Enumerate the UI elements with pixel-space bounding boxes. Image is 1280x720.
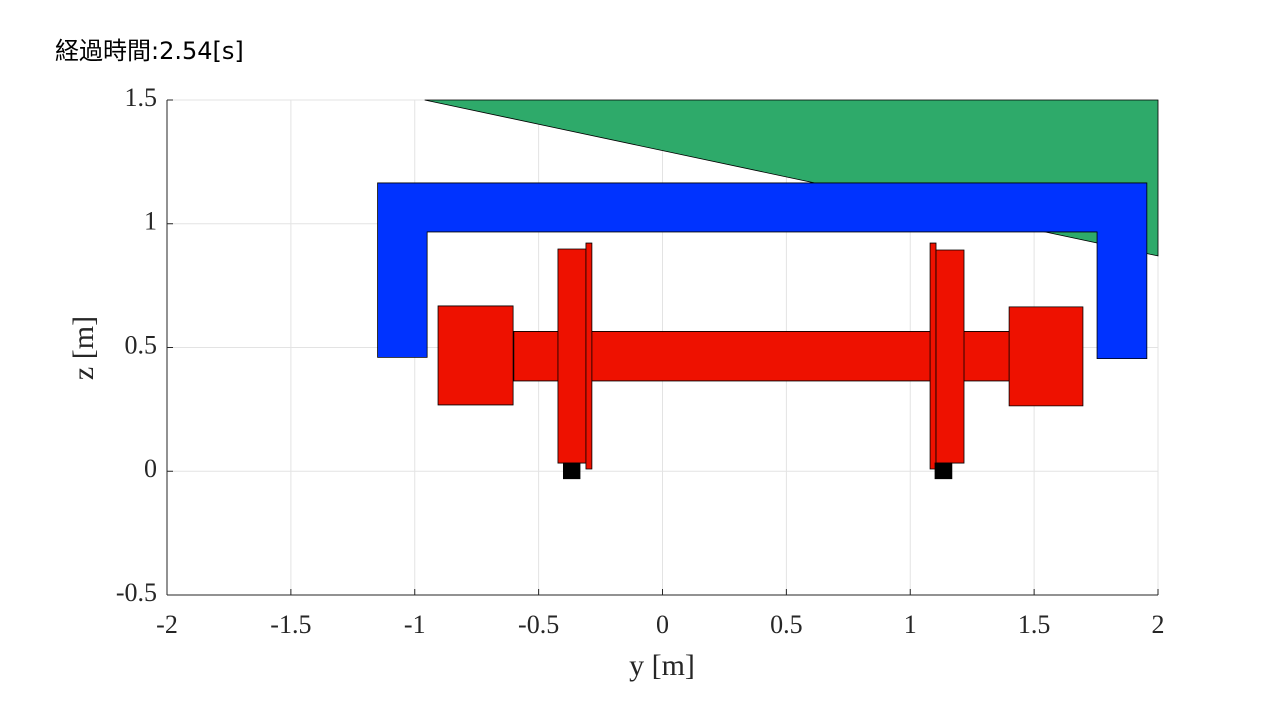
patch	[585, 242, 593, 470]
axes: -2 -1.5 -1 -0.5 0 0.5 1 1.5 2 -0.5 0 0.5 1 1.5	[116, 83, 1165, 639]
y-tick-label: 1.5	[125, 83, 158, 112]
patch	[1008, 306, 1084, 407]
y-tick-label: 1	[144, 207, 157, 236]
y-tick-label: -0.5	[116, 578, 157, 607]
patch	[563, 462, 581, 480]
x-axis-label: y [m]	[629, 649, 695, 682]
x-tick-label: 0.5	[770, 610, 803, 639]
patch	[424, 99, 1159, 257]
patch	[377, 182, 1148, 360]
patch	[437, 305, 514, 406]
y-tick-label: 0	[144, 454, 157, 483]
patch	[929, 242, 937, 470]
x-tick-label: -1.5	[270, 610, 311, 639]
x-tick-label: 1.5	[1018, 610, 1051, 639]
x-tick-label: -2	[156, 610, 178, 639]
patch	[557, 248, 587, 464]
patch	[934, 462, 953, 480]
x-tick-label: 1	[904, 610, 917, 639]
y-axis-label: z [m]	[67, 316, 100, 380]
chart-title: 経過時間:2.54[s]	[55, 37, 244, 65]
x-tick-label: -0.5	[518, 610, 559, 639]
x-tick-label: 2	[1152, 610, 1165, 639]
plot-area	[377, 99, 1159, 480]
y-tick-label: 0.5	[125, 330, 158, 359]
x-tick-label: 0	[656, 610, 669, 639]
x-tick-label: -1	[404, 610, 426, 639]
patch	[935, 249, 965, 464]
